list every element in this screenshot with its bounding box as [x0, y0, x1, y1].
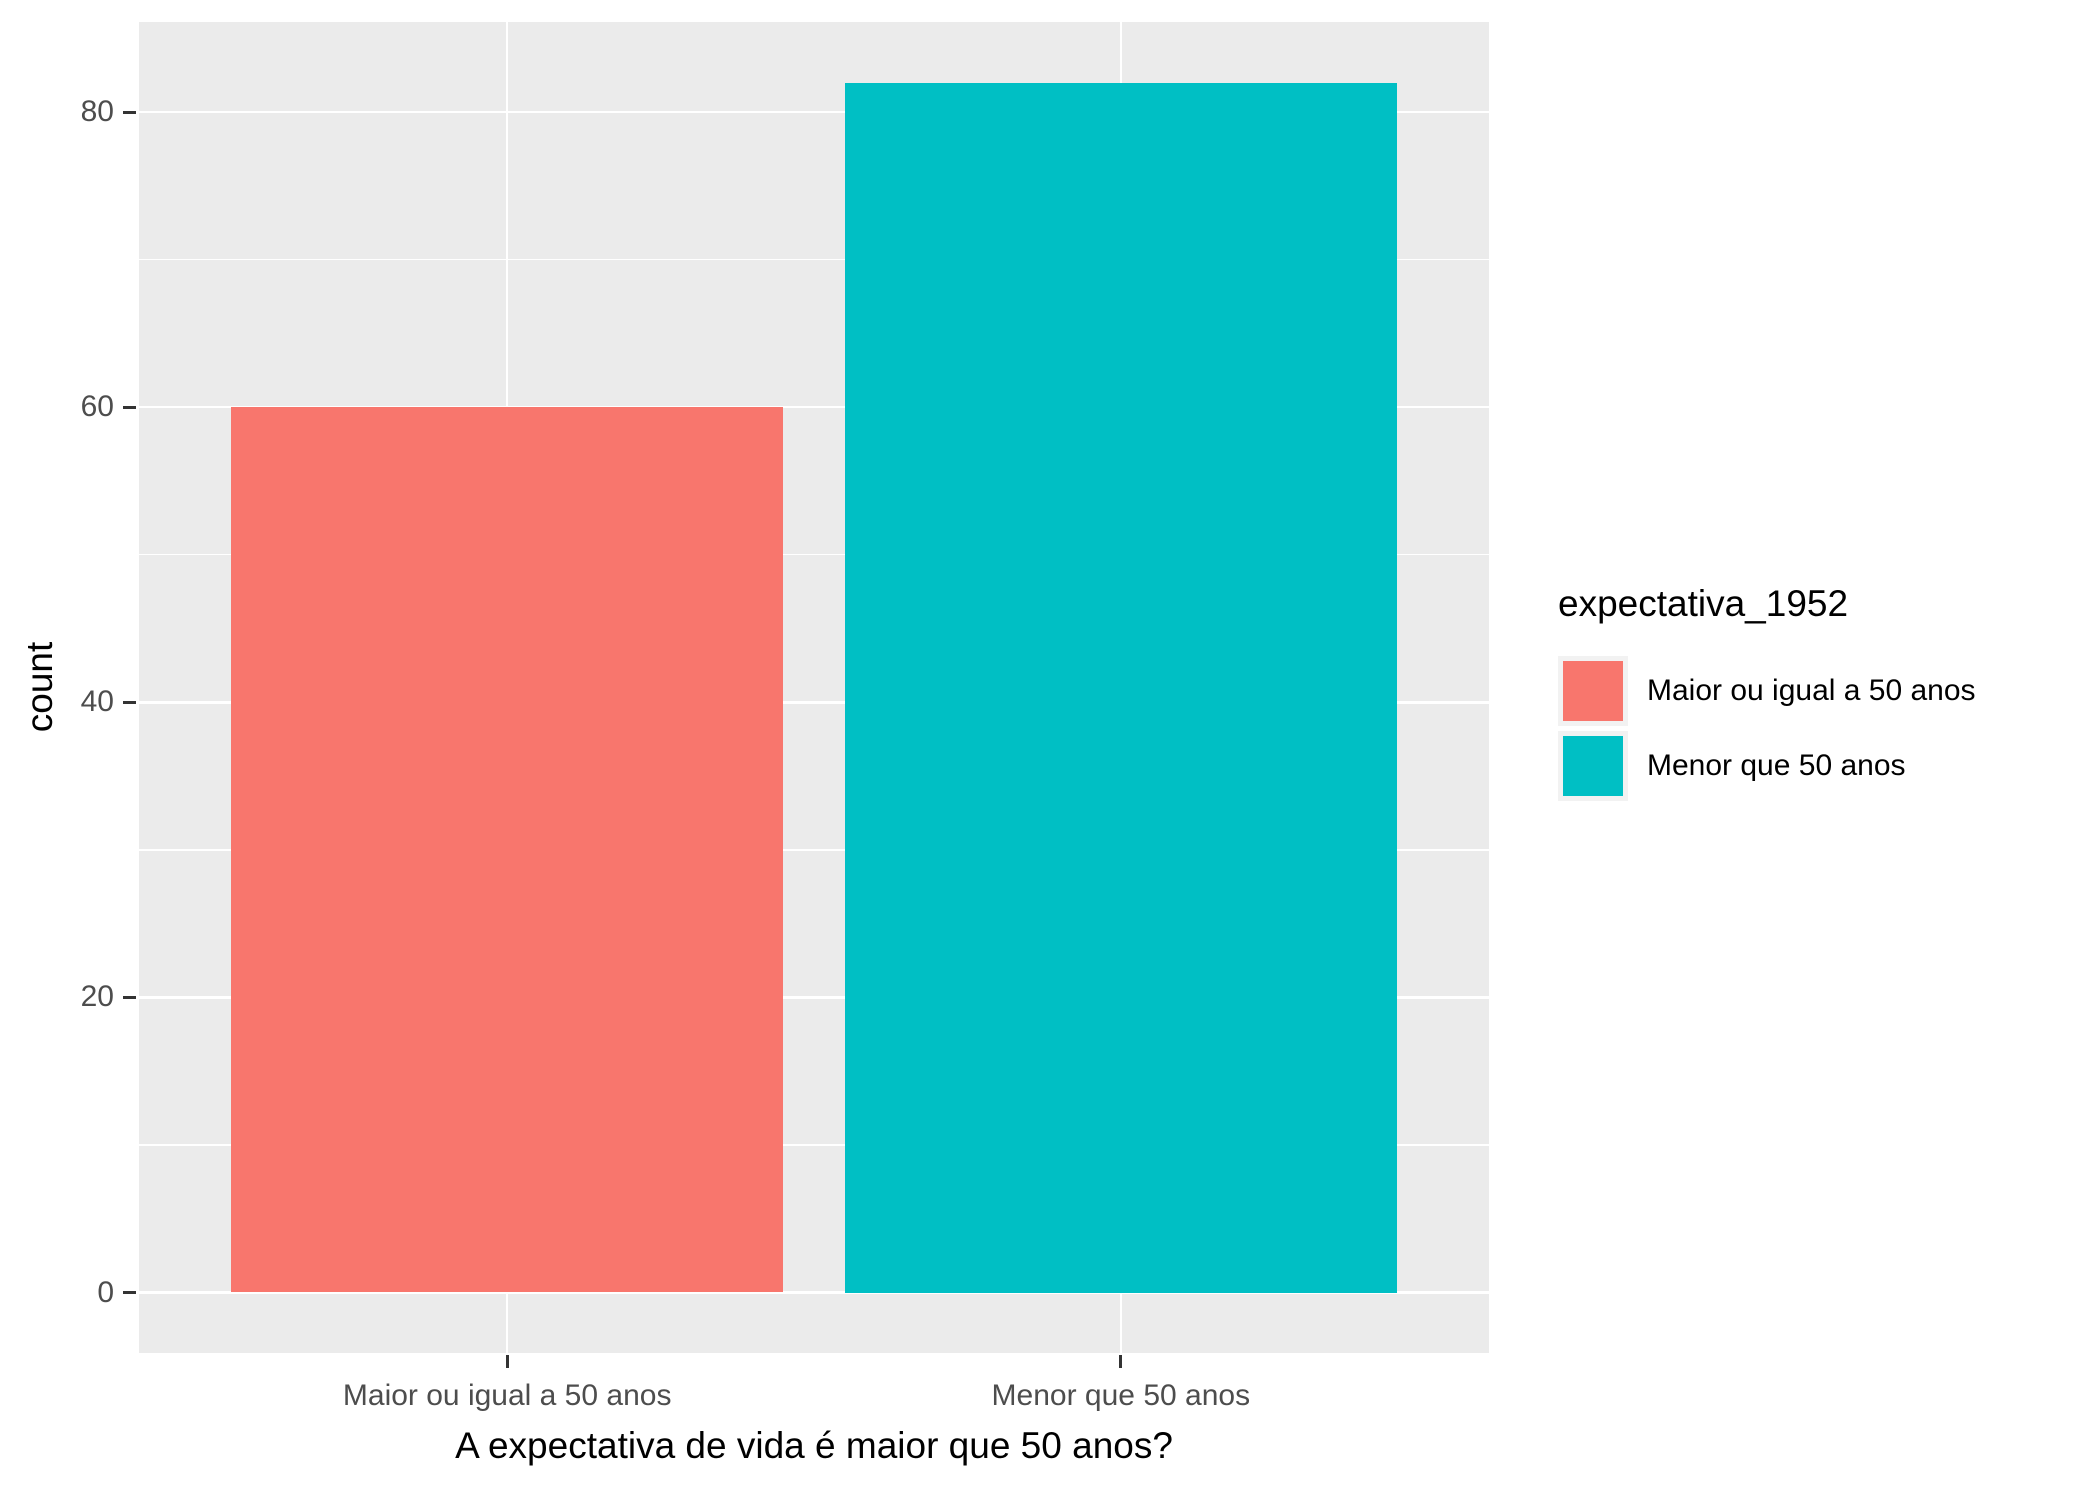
y-tick-label: 60 — [80, 390, 114, 424]
plot-panel — [139, 22, 1489, 1353]
y-tick-label: 80 — [80, 95, 114, 128]
x-tick-label: Maior ou igual a 50 anos — [342, 1379, 672, 1412]
y-tick-label: 40 — [80, 685, 114, 719]
legend-entry-label: Menor que 50 anos — [1647, 749, 1906, 782]
horizontal-major-gridline — [139, 110, 1489, 114]
y-axis-tick — [123, 995, 136, 999]
y-axis-tick — [123, 110, 136, 114]
bar-2 — [844, 82, 1397, 1293]
legend-key — [1558, 656, 1628, 726]
legend-rows: Maior ou igual a 50 anos Menor que 50 ano… — [1558, 656, 1976, 801]
legend-entry-1: Maior ou igual a 50 anos — [1558, 656, 1976, 726]
horizontal-minor-gridline — [139, 849, 1489, 851]
legend-key — [1558, 731, 1628, 801]
horizontal-major-gridline — [139, 405, 1489, 409]
legend-color-swatch — [1563, 736, 1623, 796]
x-axis-tick — [1119, 1355, 1123, 1368]
legend-color-swatch — [1563, 661, 1623, 721]
legend: expectativa_1952 Maior ou igual a 50 ano… — [1558, 582, 1976, 806]
legend-entry-2: Menor que 50 anos — [1558, 731, 1976, 801]
y-tick-label: 0 — [97, 1275, 114, 1309]
y-axis-tick — [123, 1291, 136, 1294]
horizontal-major-gridline — [139, 701, 1489, 704]
bar-1 — [231, 407, 784, 1293]
y-tick-label: 20 — [80, 980, 114, 1014]
horizontal-major-gridline — [139, 996, 1489, 999]
y-axis-tick — [123, 700, 136, 704]
legend-title: expectativa_1952 — [1558, 583, 1849, 624]
horizontal-minor-gridline — [139, 258, 1489, 261]
x-tick-label: Menor que 50 anos — [991, 1379, 1251, 1412]
horizontal-minor-gridline — [139, 553, 1489, 556]
legend-entry-label: Maior ou igual a 50 anos — [1647, 674, 1976, 707]
horizontal-major-gridline — [139, 1291, 1489, 1294]
x-axis-tick — [505, 1355, 509, 1368]
x-axis-title: A expectativa de vida é maior que 50 ano… — [455, 1425, 1173, 1466]
horizontal-minor-gridline — [139, 1144, 1489, 1146]
y-axis-tick — [123, 405, 136, 409]
